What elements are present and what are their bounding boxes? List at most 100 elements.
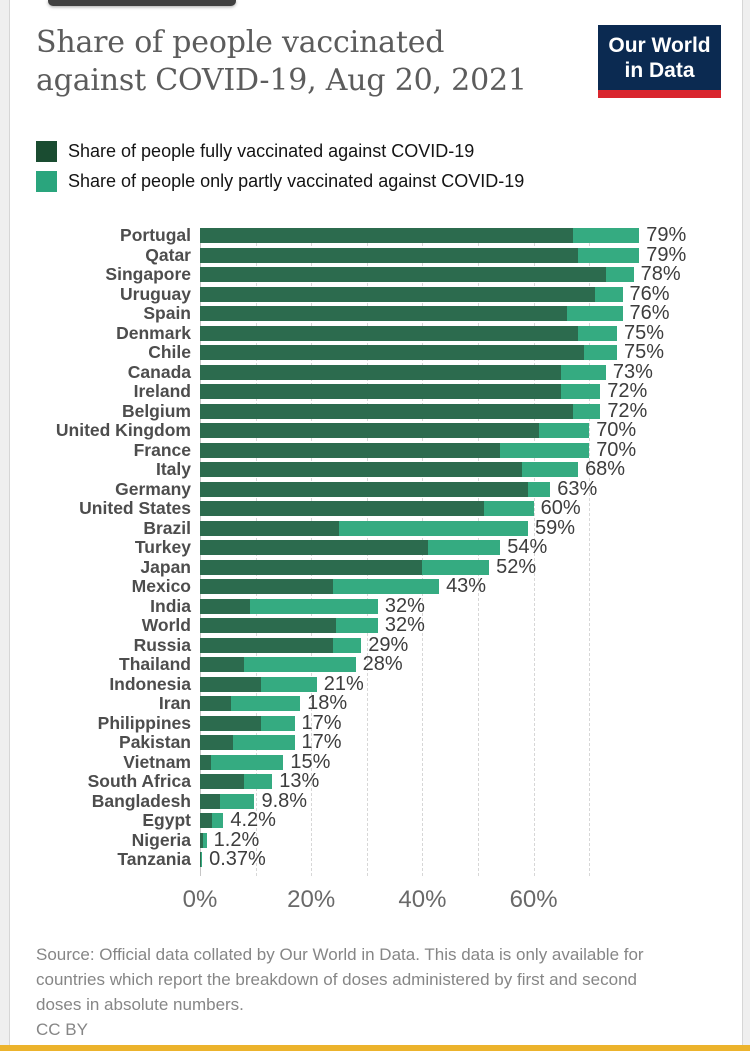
bar-partly-vaccinated[interactable] (250, 598, 378, 614)
bar-partly-vaccinated[interactable] (427, 540, 501, 556)
bar-fully-vaccinated[interactable] (200, 774, 245, 790)
chart-row: United Kingdom 70% (10, 420, 742, 441)
country-label: World (141, 615, 191, 636)
bar-fully-vaccinated[interactable] (200, 423, 540, 439)
bar-partly-vaccinated[interactable] (230, 696, 301, 712)
bar-fully-vaccinated[interactable] (200, 793, 221, 809)
bar-fully-vaccinated[interactable] (200, 364, 562, 380)
bar-partly-vaccinated[interactable] (483, 501, 534, 517)
bar-partly-vaccinated[interactable] (211, 813, 224, 829)
total-value-label: 17% (301, 711, 342, 734)
chart-row: Bangladesh 9.8% (10, 791, 742, 812)
bar-fully-vaccinated[interactable] (200, 754, 212, 770)
bar-partly-vaccinated[interactable] (261, 715, 295, 731)
bar-partly-vaccinated[interactable] (233, 735, 295, 751)
total-value-label: 32% (384, 614, 425, 636)
total-value-label: 29% (368, 633, 409, 656)
bar-area: 28% (200, 653, 403, 675)
bar-fully-vaccinated[interactable] (200, 813, 212, 829)
bar-partly-vaccinated[interactable] (244, 657, 356, 673)
bar-fully-vaccinated[interactable] (200, 345, 584, 361)
bar-fully-vaccinated[interactable] (200, 306, 567, 322)
total-value-label: 59% (535, 516, 576, 539)
bar-fully-vaccinated[interactable] (200, 462, 523, 478)
bar-fully-vaccinated[interactable] (200, 676, 262, 692)
chart-row: France 70% (10, 439, 742, 461)
bar-fully-vaccinated[interactable] (200, 735, 234, 751)
bottom-accent-bar (0, 1045, 750, 1051)
legend-label-fully: Share of people fully vaccinated against… (68, 141, 475, 161)
bar-partly-vaccinated[interactable] (333, 579, 440, 595)
bar-partly-vaccinated[interactable] (566, 306, 623, 322)
chart-row: Portugal 79% (10, 225, 742, 246)
bar-fully-vaccinated[interactable] (200, 559, 423, 575)
bar-fully-vaccinated[interactable] (200, 618, 337, 634)
bar-fully-vaccinated[interactable] (200, 442, 501, 458)
chart-row: Ireland 72% (10, 381, 742, 402)
bar-partly-vaccinated[interactable] (561, 364, 606, 380)
bar-fully-vaccinated[interactable] (200, 852, 202, 868)
country-label: France (133, 439, 191, 460)
bar-partly-vaccinated[interactable] (578, 247, 640, 263)
bar-partly-vaccinated[interactable] (261, 676, 317, 692)
bar-fully-vaccinated[interactable] (200, 228, 573, 244)
country-label: United Kingdom (55, 420, 191, 441)
bar-fully-vaccinated[interactable] (200, 286, 595, 302)
bar-partly-vaccinated[interactable] (203, 832, 207, 848)
total-value-label: 76% (629, 282, 670, 305)
bar-partly-vaccinated[interactable] (339, 520, 529, 536)
bar-partly-vaccinated[interactable] (572, 403, 601, 419)
bar-partly-vaccinated[interactable] (561, 384, 601, 400)
chart-row: Russia 29% (10, 633, 742, 656)
bar-partly-vaccinated[interactable] (572, 228, 640, 244)
bar-partly-vaccinated[interactable] (594, 286, 623, 302)
bar-partly-vaccinated[interactable] (422, 559, 490, 575)
bar-partly-vaccinated[interactable] (244, 774, 273, 790)
bar-partly-vaccinated[interactable] (539, 423, 590, 439)
title-line-2: against COVID-19, Aug 20, 2021 (36, 63, 527, 98)
bar-fully-vaccinated[interactable] (200, 540, 428, 556)
bar-fully-vaccinated[interactable] (200, 520, 339, 536)
bar-fully-vaccinated[interactable] (200, 598, 251, 614)
bar-partly-vaccinated[interactable] (583, 345, 617, 361)
total-value-label: 43% (446, 575, 487, 597)
bar-fully-vaccinated[interactable] (200, 637, 334, 653)
bar-area: 76% (200, 303, 670, 323)
bar-fully-vaccinated[interactable] (200, 403, 573, 419)
bar-partly-vaccinated[interactable] (522, 462, 579, 478)
owid-logo[interactable]: Our World in Data (598, 25, 721, 98)
chart-row: Indonesia 21% (10, 674, 742, 695)
bar-fully-vaccinated[interactable] (200, 501, 484, 517)
owid-logo-red-stripe (598, 90, 721, 98)
bar-partly-vaccinated[interactable] (201, 852, 203, 868)
bar-fully-vaccinated[interactable] (200, 247, 579, 263)
bar-fully-vaccinated[interactable] (200, 657, 245, 673)
total-value-label: 79% (646, 243, 687, 266)
total-value-label: 1.2% (213, 828, 260, 851)
bar-partly-vaccinated[interactable] (211, 754, 284, 770)
bar-partly-vaccinated[interactable] (500, 442, 590, 458)
bar-partly-vaccinated[interactable] (333, 637, 362, 653)
chart-row: Vietnam 15% (10, 752, 742, 773)
bar-fully-vaccinated[interactable] (200, 832, 204, 848)
bar-area: 1.2% (200, 828, 260, 851)
x-tick-40: 40% (398, 886, 447, 913)
chart-row: India 32% (10, 596, 742, 617)
bar-fully-vaccinated[interactable] (200, 325, 579, 341)
bar-fully-vaccinated[interactable] (200, 579, 334, 595)
country-label: Russia (133, 634, 191, 655)
bar-fully-vaccinated[interactable] (200, 696, 231, 712)
country-label: Egypt (142, 810, 191, 831)
legend-item-partly: Share of people only partly vaccinated a… (36, 171, 524, 192)
bar-partly-vaccinated[interactable] (220, 793, 255, 809)
bar-partly-vaccinated[interactable] (578, 325, 617, 341)
bar-fully-vaccinated[interactable] (200, 481, 529, 497)
bar-fully-vaccinated[interactable] (200, 384, 562, 400)
bar-partly-vaccinated[interactable] (528, 481, 551, 497)
bar-partly-vaccinated[interactable] (336, 618, 378, 634)
bar-fully-vaccinated[interactable] (200, 267, 606, 283)
bar-fully-vaccinated[interactable] (200, 715, 262, 731)
bar-area: 9.8% (200, 791, 307, 810)
bar-partly-vaccinated[interactable] (605, 267, 634, 283)
total-value-label: 28% (362, 653, 403, 675)
